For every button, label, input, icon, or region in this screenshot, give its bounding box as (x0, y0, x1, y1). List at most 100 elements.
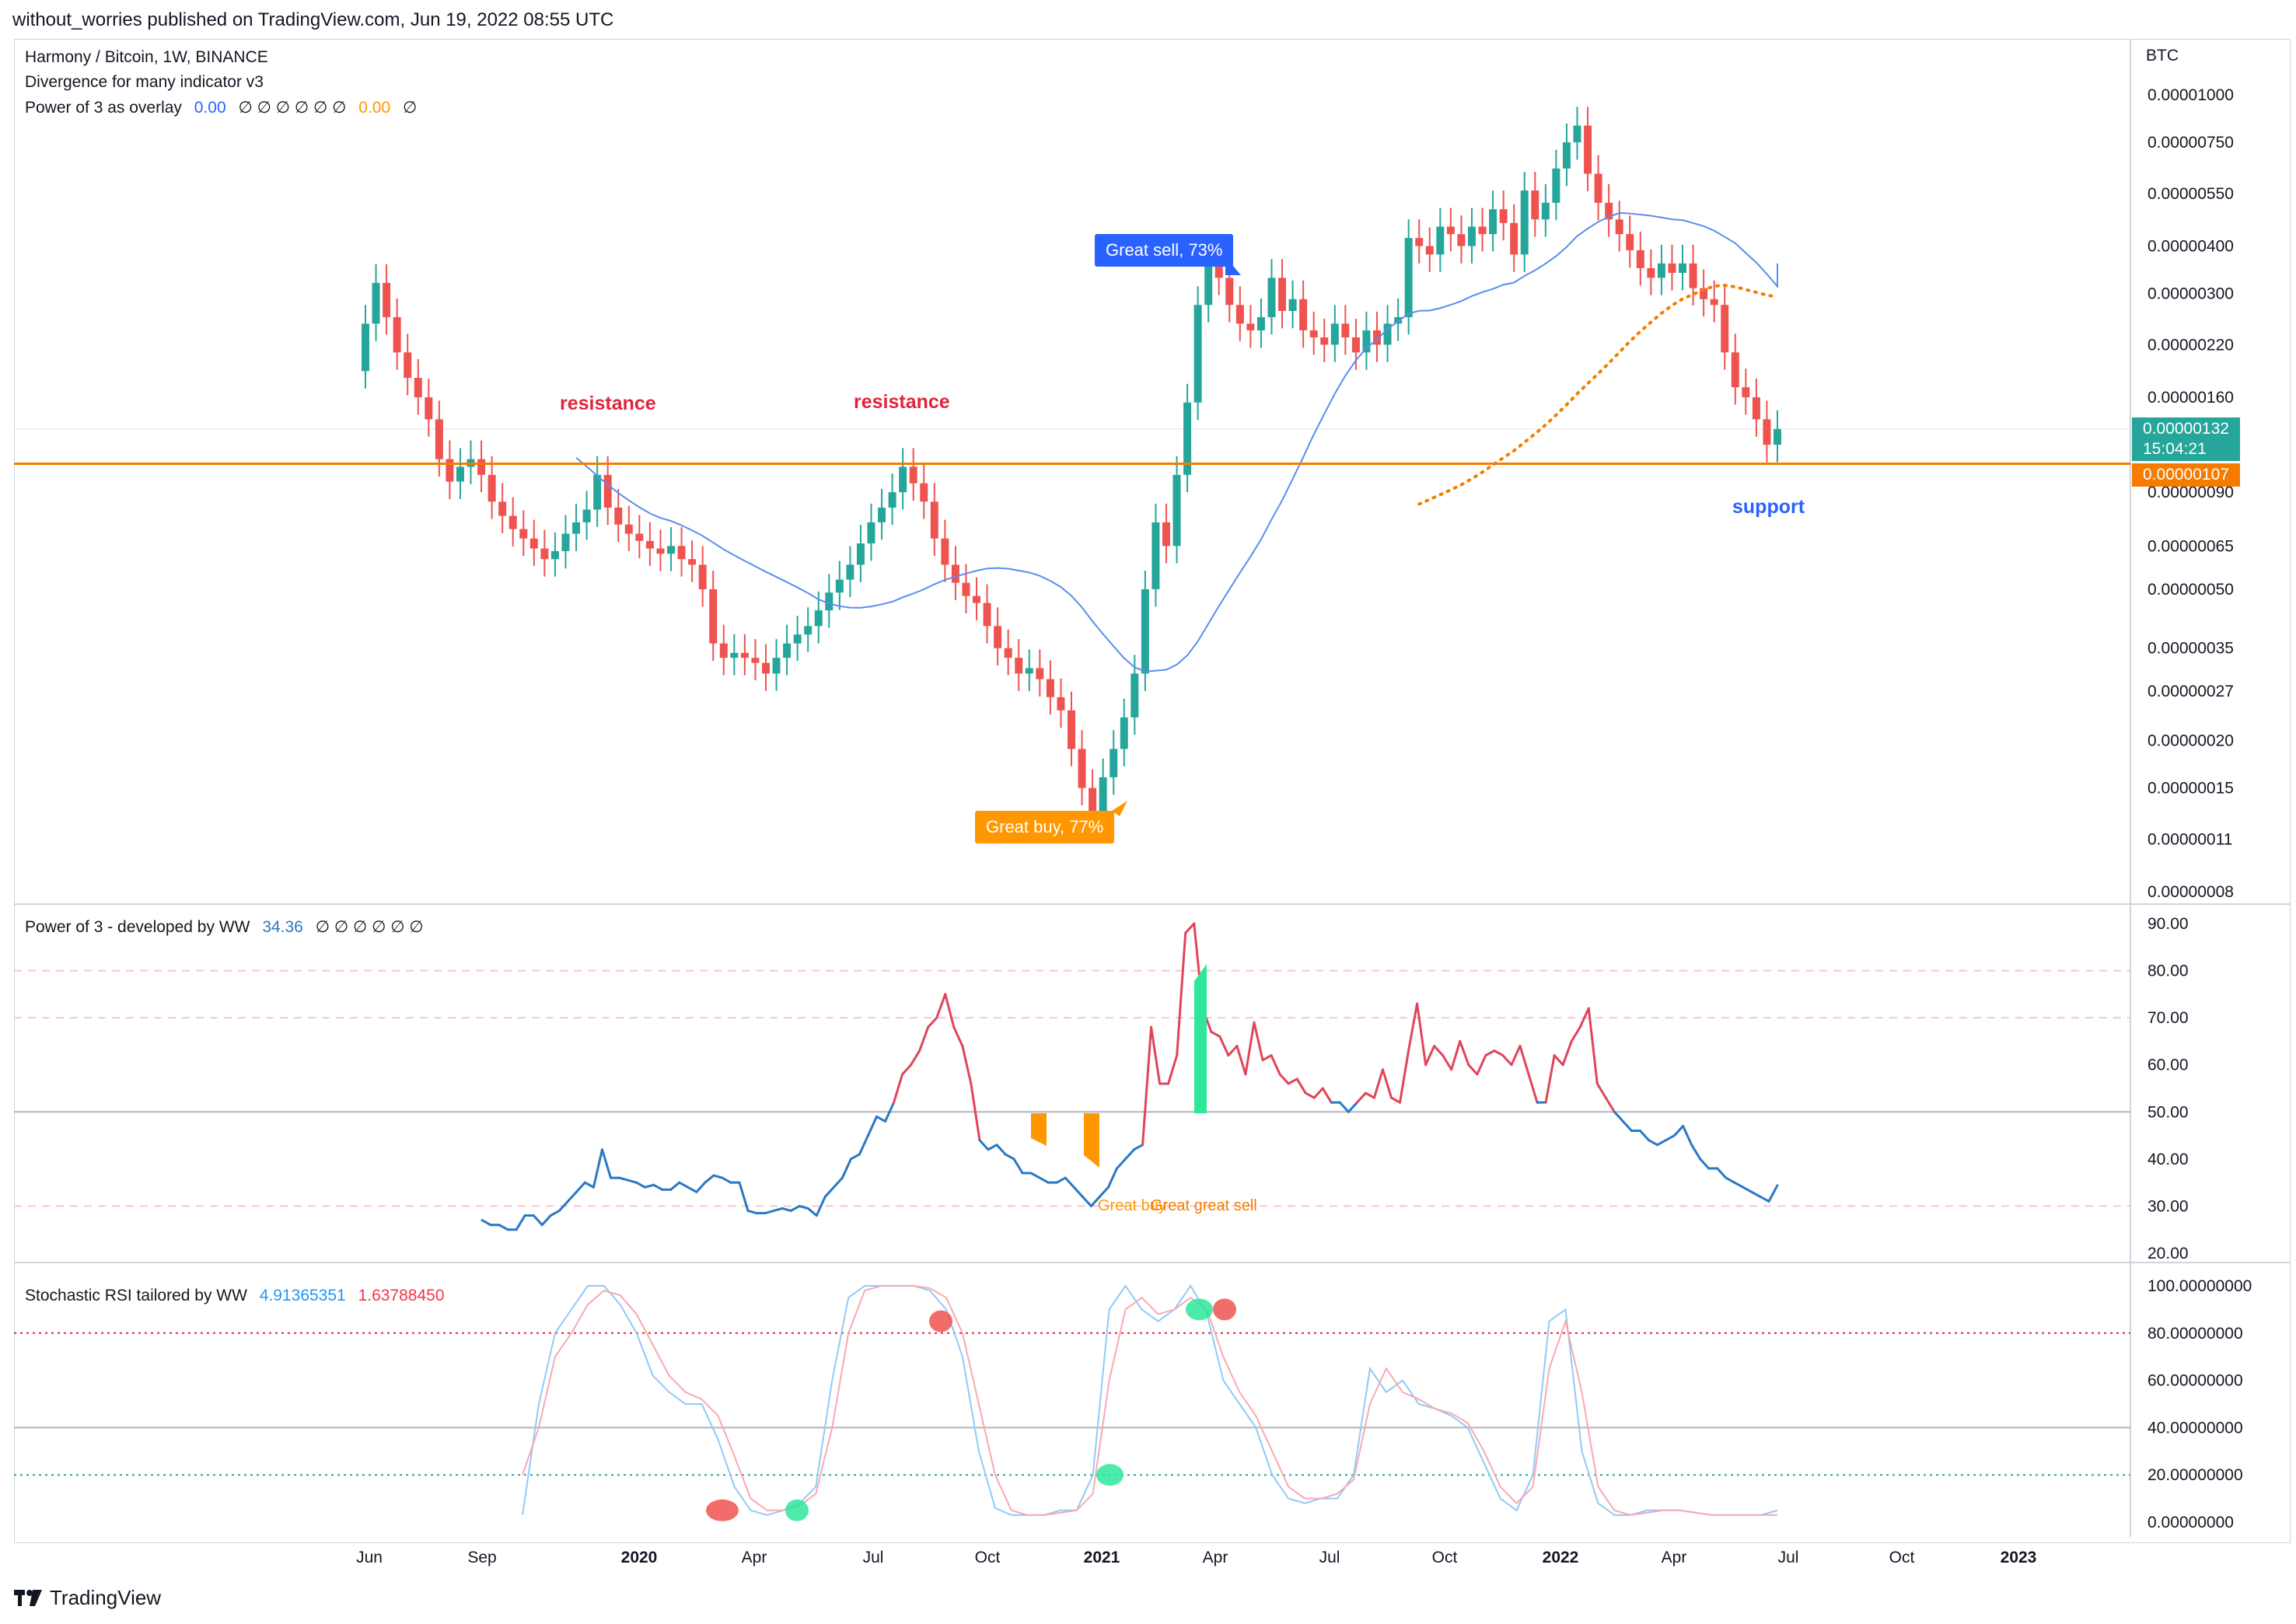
power-overlay-legend[interactable]: Power of 3 as overlay 0.00 ∅ ∅ ∅ ∅ ∅ ∅ 0… (25, 98, 417, 117)
candle-body (414, 378, 422, 398)
time-axis-label-9: Oct (1432, 1549, 1458, 1566)
power-line-segment (1364, 1091, 1375, 1099)
great-sell-fill (1194, 964, 1207, 1113)
rsi-cross-fill (1186, 1298, 1213, 1321)
chart-frame (14, 39, 2291, 1543)
power-line-segment (618, 1176, 630, 1182)
power-line-segment (1484, 1049, 1496, 1057)
resistance-label-2: resistance (854, 391, 950, 413)
great-buy-fill-2 (1084, 1113, 1099, 1168)
candle-body (772, 658, 781, 674)
power-line-segment (600, 1148, 612, 1179)
symbol-legend[interactable]: Harmony / Bitcoin, 1W, BINANCE (25, 48, 268, 66)
great-sell-badge: Great sell, 73% (1095, 234, 1234, 267)
power-line-segment (875, 1115, 887, 1123)
time-axis-label-10: 2022 (1543, 1549, 1579, 1566)
time-axis-label-0: Jun (356, 1549, 383, 1566)
candle-body (1151, 522, 1160, 589)
candle-body (1731, 352, 1739, 388)
candle-body (1235, 305, 1244, 324)
candle-body (1225, 278, 1234, 306)
power-line-segment (481, 1219, 492, 1227)
power-legend-dots: ∅ ∅ ∅ ∅ ∅ ∅ (315, 918, 424, 936)
candle-body (1089, 788, 1097, 812)
rsi-cross-fill (1213, 1298, 1236, 1321)
power-line-segment (1578, 1007, 1590, 1029)
rsi-k-line (522, 1284, 1778, 1516)
candle-body (1204, 259, 1213, 306)
candle-body (1541, 202, 1550, 220)
power-line-segment (798, 1204, 809, 1210)
power-line-segment (1227, 1044, 1239, 1057)
candle-body (1267, 278, 1276, 317)
time-axis-label-6: 2021 (1084, 1549, 1120, 1566)
power-line-segment (721, 1176, 732, 1184)
power-line-segment (935, 993, 947, 1019)
power-line-segment (532, 1214, 543, 1227)
power-line-segment (1176, 931, 1187, 1057)
candle-body (1299, 299, 1308, 330)
power-line-segment (515, 1214, 526, 1231)
candle-body (456, 466, 464, 482)
time-axis-label-1: Sep (467, 1549, 496, 1566)
tradingview-logo-icon (14, 1589, 42, 1607)
candle-body (1162, 522, 1170, 547)
power-line-segment (1742, 1186, 1753, 1193)
power-line-segment (1459, 1039, 1470, 1067)
great-buy-signal-text: Great buy (1098, 1197, 1166, 1214)
candle-body (994, 626, 1002, 648)
power-legend[interactable]: Power of 3 - developed by WW 34.36 ∅ ∅ ∅… (25, 917, 424, 937)
price-axis-label-12: 0.00000020 (2147, 732, 2234, 749)
power-line-segment (644, 1183, 655, 1189)
price-axis-label-4: 0.00000300 (2147, 285, 2234, 303)
price-axis-label-8: 0.00000065 (2147, 537, 2234, 555)
power-axis-label-1: 80.00 (2147, 962, 2189, 980)
power-line-segment (987, 1144, 998, 1151)
power-line-segment (849, 1153, 861, 1161)
power-line-segment (1399, 1049, 1410, 1104)
candle-body (435, 419, 443, 459)
currency-label: BTC (2146, 47, 2179, 65)
power-line-segment (1150, 1025, 1162, 1085)
candle-body (383, 282, 391, 317)
time-axis-label-5: Oct (975, 1549, 1001, 1566)
candle-body (709, 588, 718, 644)
time-axis-label-2: 2020 (621, 1549, 658, 1566)
candle-body (1636, 250, 1644, 268)
candle-body (645, 540, 654, 549)
candle-body (1668, 263, 1676, 274)
power-line-segment (832, 1176, 844, 1189)
power-line-segment (781, 1207, 792, 1212)
rsi-legend[interactable]: Stochastic RSI tailored by WW 4.91365351… (25, 1287, 445, 1305)
power-line-segment (1029, 1172, 1041, 1179)
power-line-segment (704, 1174, 715, 1184)
power-line-segment (1493, 1049, 1504, 1057)
candle-body (1110, 749, 1118, 777)
power-line-segment (1682, 1124, 1693, 1147)
power-line-segment (1338, 1101, 1350, 1113)
candle-body (1647, 267, 1655, 278)
divergence-legend[interactable]: Divergence for many indicator v3 (25, 73, 264, 91)
power-line-segment (1699, 1158, 1711, 1170)
tradingview-footer[interactable]: TradingView (14, 1586, 161, 1610)
power-line-segment (893, 1073, 904, 1104)
power-line-segment (789, 1204, 801, 1212)
candle-body (1436, 226, 1445, 255)
candle-body (973, 595, 981, 603)
candle-body (614, 507, 623, 525)
rsi-d-line (522, 1285, 1777, 1516)
power-line-segment (1510, 1044, 1522, 1067)
power-line-segment (1055, 1176, 1067, 1184)
candle-body (825, 592, 833, 611)
moving-average-line (575, 211, 1778, 672)
candle-body (899, 466, 907, 493)
power-line-segment (1759, 1195, 1770, 1203)
power-line-segment (1038, 1176, 1050, 1184)
power-line-segment (918, 1025, 930, 1053)
time-axis-label-7: Apr (1203, 1549, 1228, 1566)
power-axis-label-0: 90.00 (2147, 915, 2189, 933)
candle-body (393, 316, 401, 353)
power-line-segment (1407, 1002, 1419, 1053)
time-axis-label-11: Apr (1662, 1549, 1687, 1566)
